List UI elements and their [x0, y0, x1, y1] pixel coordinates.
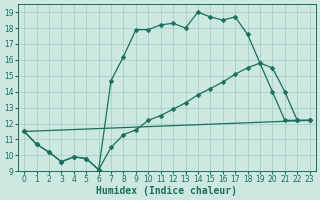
X-axis label: Humidex (Indice chaleur): Humidex (Indice chaleur) [96, 186, 237, 196]
